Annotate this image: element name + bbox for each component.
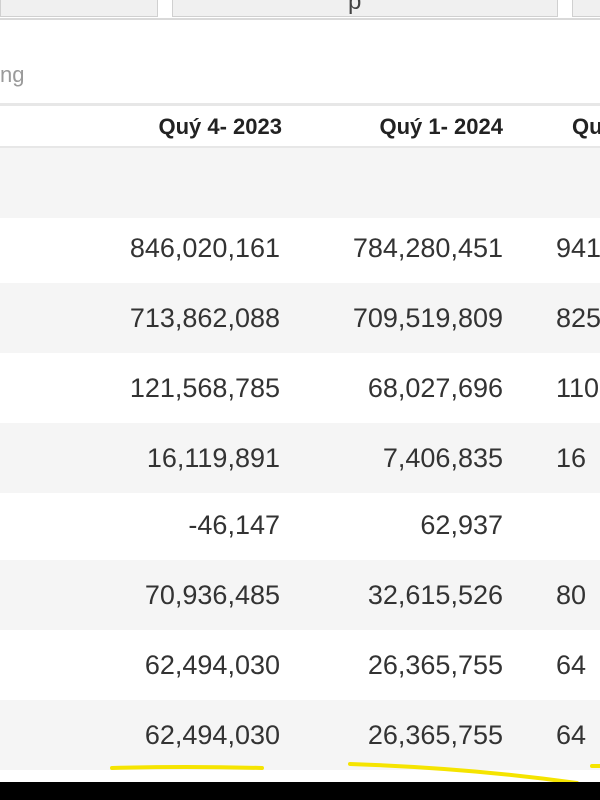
cell-next-quarter: 825 bbox=[556, 303, 600, 333]
toolbar-tab-right[interactable] bbox=[572, 0, 600, 17]
table-row: -46,147 62,937 bbox=[0, 490, 600, 560]
cell-q1-2024: 26,365,755 bbox=[367, 720, 503, 750]
table-row: 121,568,785 68,027,696 110 bbox=[0, 353, 600, 423]
cell-q4-2023: -46,147 bbox=[188, 510, 280, 540]
cell-q1-2024: 784,280,451 bbox=[352, 233, 503, 263]
cell-q1-2024: 7,406,835 bbox=[382, 443, 503, 473]
cell-q4-2023: 62,494,030 bbox=[144, 720, 280, 750]
table-row: 70,936,485 32,615,526 80 bbox=[0, 560, 600, 630]
cell-q1-2024: 68,027,696 bbox=[367, 373, 503, 403]
table-row: 62,494,030 26,365,755 64 bbox=[0, 700, 600, 770]
cell-next-quarter: 64 bbox=[556, 720, 587, 750]
table-row bbox=[0, 148, 600, 218]
cell-q1-2024: 26,365,755 bbox=[367, 650, 503, 680]
table-row: 846,020,161 784,280,451 941 bbox=[0, 213, 600, 283]
cell-q4-2023: 846,020,161 bbox=[129, 233, 280, 263]
cell-q4-2023: 121,568,785 bbox=[129, 373, 280, 403]
cell-next-quarter: 16 bbox=[556, 443, 587, 473]
cell-next-quarter: 80 bbox=[556, 580, 587, 610]
cell-next-quarter: 941 bbox=[556, 233, 600, 263]
table-row: 713,862,088 709,519,809 825 bbox=[0, 283, 600, 353]
toolbar-tab-label: p bbox=[348, 0, 362, 15]
top-toolbar: p bbox=[0, 0, 600, 20]
cell-q4-2023: 713,862,088 bbox=[129, 303, 280, 333]
cell-q4-2023: 62,494,030 bbox=[144, 650, 280, 680]
col-header-q1-2024[interactable]: Quý 1- 2024 bbox=[379, 114, 503, 139]
table-row: 16,119,891 7,406,835 16 bbox=[0, 423, 600, 493]
highlight-underline-q4-2023 bbox=[110, 765, 264, 770]
cell-q4-2023: 16,119,891 bbox=[146, 443, 280, 473]
toolbar-tab-middle[interactable]: p bbox=[172, 0, 558, 17]
col-header-q4-2023[interactable]: Quý 4- 2023 bbox=[158, 114, 282, 139]
section-label: ng bbox=[0, 62, 25, 87]
highlight-underline-q1-2024 bbox=[348, 762, 579, 785]
cell-q4-2023: 70,936,485 bbox=[144, 580, 280, 610]
table-row: 62,494,030 26,365,755 64 bbox=[0, 630, 600, 700]
cell-q1-2024: 709,519,809 bbox=[352, 303, 503, 333]
col-header-next-quarter[interactable]: Qu bbox=[572, 114, 600, 139]
bottom-frame-bar bbox=[0, 782, 600, 800]
cell-q1-2024: 32,615,526 bbox=[367, 580, 503, 610]
cell-q1-2024: 62,937 bbox=[420, 510, 503, 540]
cell-next-quarter: 64 bbox=[556, 650, 587, 680]
header-top-rule bbox=[0, 103, 600, 106]
cell-next-quarter: 110 bbox=[556, 373, 600, 403]
header-bottom-rule bbox=[0, 146, 600, 148]
toolbar-tab-left[interactable] bbox=[0, 0, 158, 17]
